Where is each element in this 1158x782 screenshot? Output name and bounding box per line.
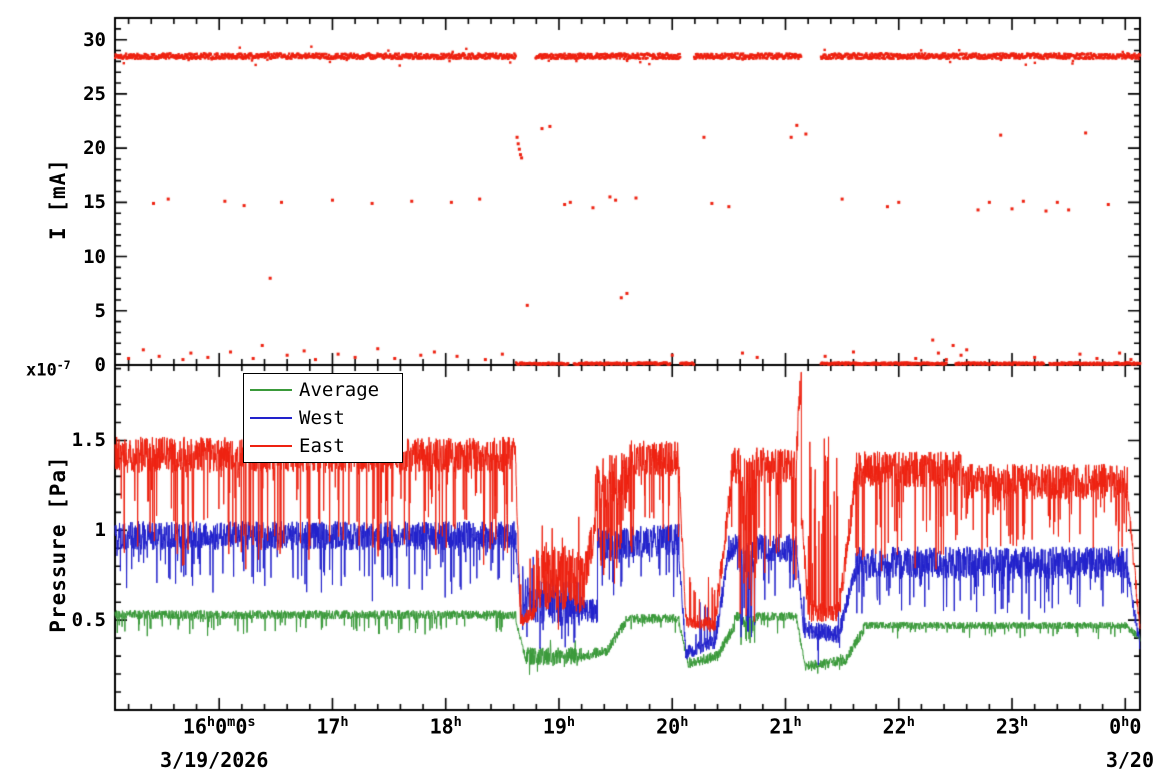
y-tick-label: 10: [83, 245, 106, 268]
legend: Average West East: [243, 373, 403, 463]
x-tick-label: 20h: [656, 714, 689, 739]
legend-label: West: [299, 407, 345, 429]
y-tick-label: 20: [83, 137, 106, 160]
y-tick-label: 1.5: [71, 429, 106, 452]
y-tick-label: 15: [83, 191, 106, 214]
date-label-left: 3/19/2026: [160, 748, 269, 772]
x-tick-label: 16h0m0s: [182, 714, 256, 739]
y-tick-label: 1: [94, 519, 106, 542]
y-tick-label: 5: [94, 299, 106, 322]
x-tick-label: 22h: [882, 714, 915, 739]
y-tick-label: 25: [83, 82, 106, 105]
x-tick-label: 23h: [995, 714, 1029, 739]
legend-entry-west: West: [244, 404, 402, 432]
exponent-base: x10: [26, 360, 57, 381]
legend-line-sample: [250, 445, 292, 447]
exponent-power: -7: [56, 358, 71, 372]
y-tick-label: 30: [83, 28, 106, 51]
legend-line-sample: [250, 417, 292, 419]
y-tick-label: 0.5: [71, 609, 106, 632]
x-tick-label: 19h: [542, 714, 576, 739]
y-tick-label: 0: [94, 354, 106, 376]
x-tick-label: 0h0: [1109, 714, 1142, 739]
date-label-right: 3/20: [1105, 748, 1154, 772]
legend-label: Average: [299, 379, 380, 401]
legend-entry-average: Average: [244, 376, 402, 404]
x-tick-label: 21h: [769, 714, 802, 739]
legend-entry-east: East: [244, 432, 402, 460]
axis-exponent-label: x10-7: [26, 358, 71, 381]
x-tick-label: 18h: [429, 714, 462, 739]
legend-label: East: [299, 435, 345, 457]
legend-line-sample: [250, 389, 292, 391]
x-tick-label: 17h: [316, 714, 349, 739]
